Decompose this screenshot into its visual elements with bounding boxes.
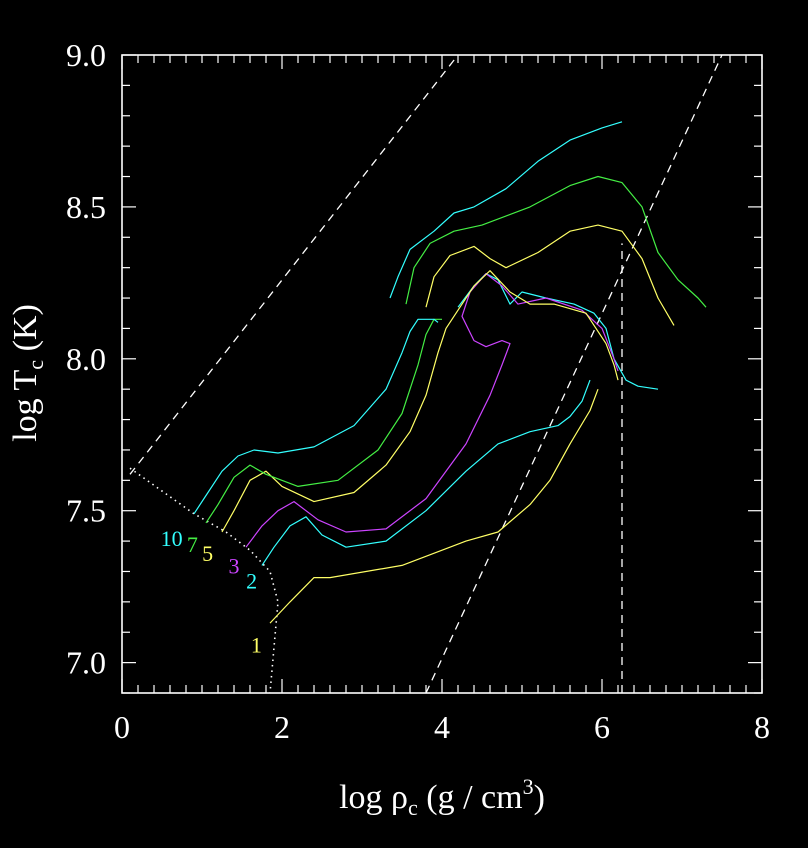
x-axis-label-main: log ρ	[339, 779, 408, 816]
curve-label-2: 2	[246, 569, 257, 594]
series-line-10-segment-2	[389, 121, 623, 299]
curve-label-3: 3	[229, 553, 240, 578]
y-axis-label-main: log T	[7, 369, 44, 441]
series-line-5-segment-1	[221, 270, 619, 533]
x-tick-label-0: 0	[114, 709, 130, 745]
y-tick-label-8.5: 8.5	[66, 189, 106, 225]
x-axis-label-close: )	[534, 779, 545, 816]
y-axis-label-unit: (K)	[7, 304, 44, 360]
axis-tick-labels: 0 2 4 6 8 7.0 7.5 8.0 8.5 9.0	[66, 37, 770, 745]
y-axis-label: log Tc (K)	[7, 304, 48, 442]
x-tick-label-8: 8	[754, 709, 770, 745]
x-tick-label-6: 6	[594, 709, 610, 745]
reference-line-dotted-zams	[129, 467, 279, 693]
axis-ticks	[121, 54, 763, 694]
series-line-5-segment-2	[425, 224, 675, 326]
series-line-7-segment-1	[205, 318, 442, 524]
x-tick-label-2: 2	[274, 709, 290, 745]
curve-labels: 10 7 5 32 1	[161, 526, 262, 657]
y-tick-label-8.0: 8.0	[66, 341, 106, 377]
reference-line-dashed-diagonal-left	[129, 55, 459, 475]
series-line-2-segment-1	[261, 379, 591, 566]
x-axis-label-unit: (g / cm	[418, 779, 523, 816]
y-axis-label-sub: c	[23, 360, 48, 370]
series-line-1-segment-1	[269, 388, 599, 624]
curve-label-10: 10	[161, 526, 183, 551]
reference-line-dashed-diagonal-right	[425, 55, 723, 693]
y-tick-label-7.5: 7.5	[66, 493, 106, 529]
x-tick-label-4: 4	[434, 709, 450, 745]
curve-label-1: 1	[251, 632, 262, 657]
reference-lines	[129, 55, 723, 693]
x-axis-label-sub: c	[408, 795, 418, 820]
x-axis-label-sup: 3	[523, 774, 534, 799]
series-group	[193, 121, 707, 624]
curve-label-7: 7	[187, 532, 198, 557]
y-tick-label-7.0: 7.0	[66, 645, 106, 681]
curve-label-5: 5	[202, 541, 213, 566]
series-line-10-segment-1	[193, 318, 439, 515]
series-line-3-segment-1	[245, 273, 619, 548]
y-tick-label-9.0: 9.0	[66, 37, 106, 73]
x-axis-label: log ρc (g / cm3)	[339, 774, 545, 820]
series-line-7-segment-2	[405, 175, 707, 308]
